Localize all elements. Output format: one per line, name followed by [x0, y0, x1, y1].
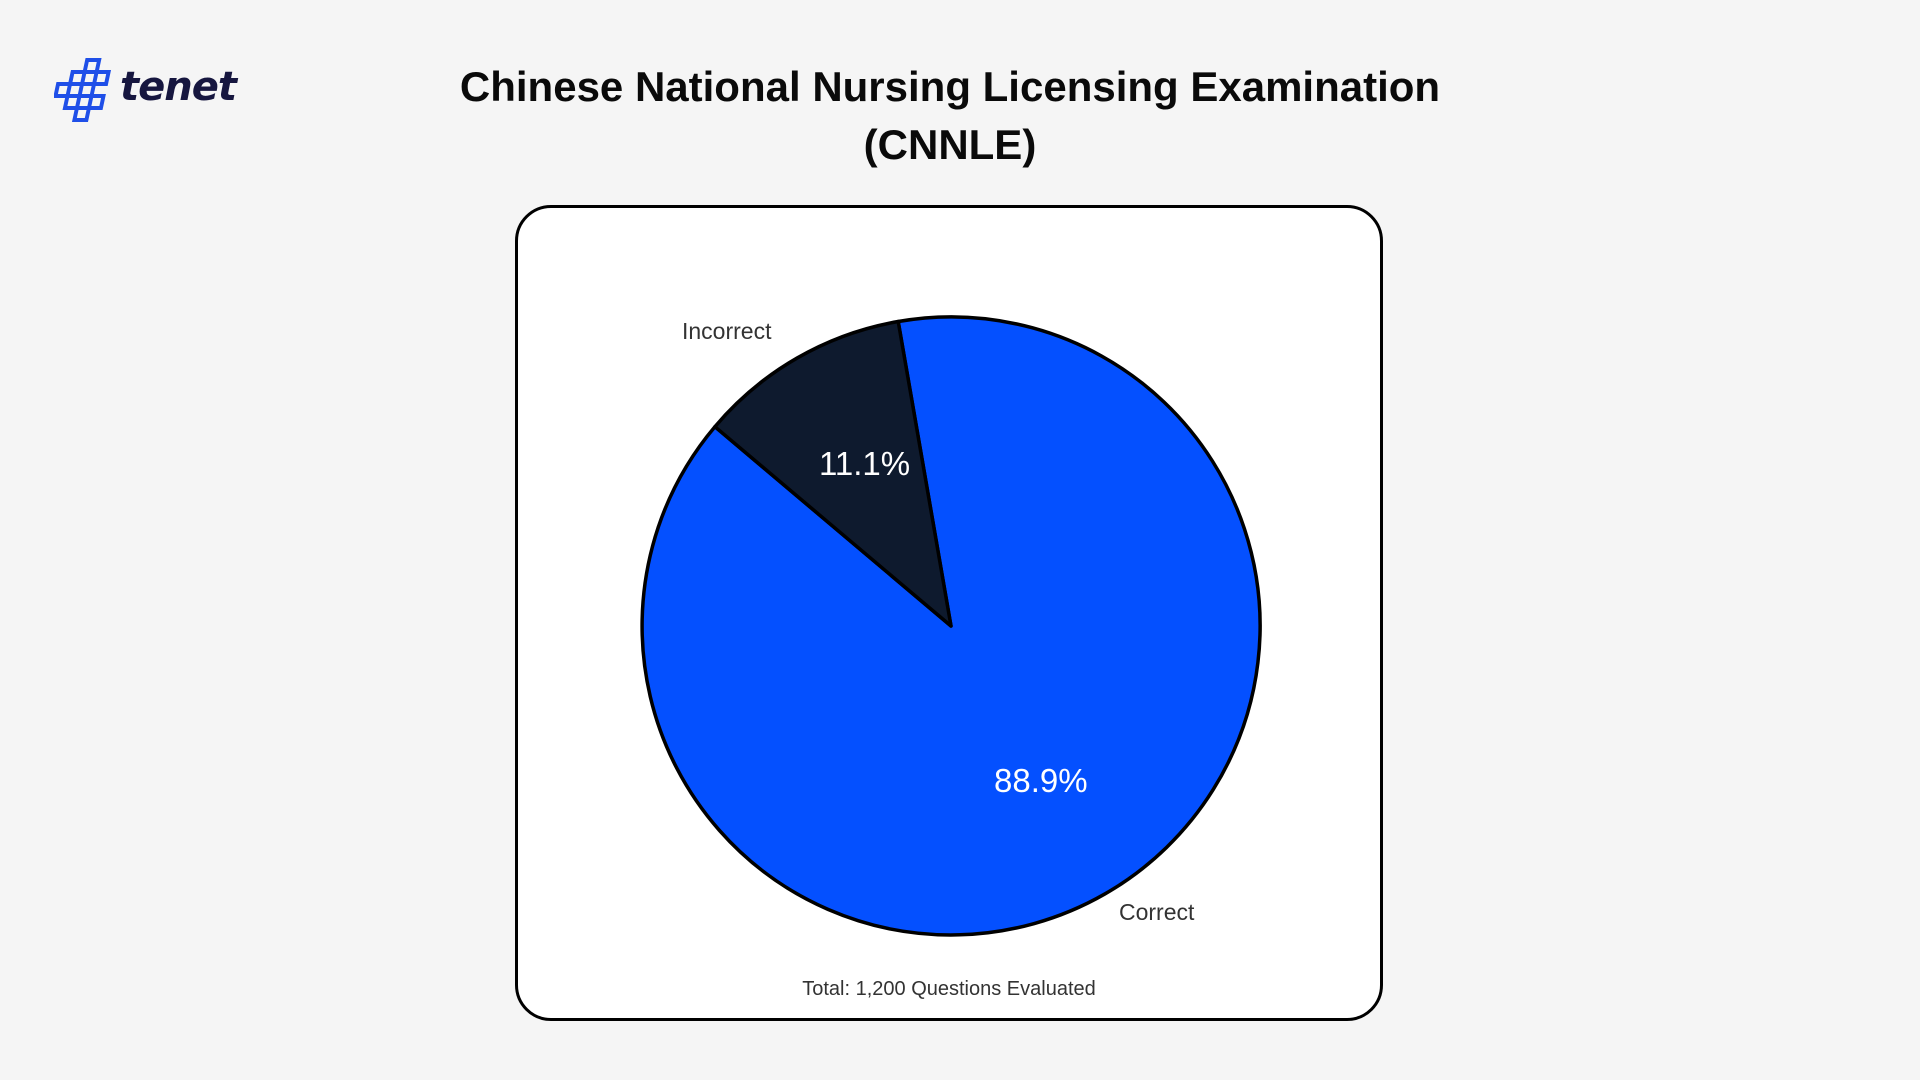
pie-chart [640, 315, 1262, 937]
title-line-2: (CNNLE) [863, 121, 1037, 168]
brand-logo: tenet [54, 56, 237, 124]
brand-name: tenet [120, 64, 237, 110]
chart-footer-total: Total: 1,200 Questions Evaluated [802, 978, 1096, 1000]
pct-correct: 88.9% [994, 762, 1088, 799]
label-correct: Correct [1119, 899, 1195, 925]
pct-incorrect: 11.1% [819, 445, 911, 482]
title-line-1: Chinese National Nursing Licensing Exami… [459, 63, 1441, 110]
label-incorrect: Incorrect [682, 318, 772, 344]
tenet-logo-icon [54, 58, 112, 122]
page-title: Chinese National Nursing Licensing Exami… [0, 58, 1900, 174]
chart-card: Incorrect 11.1% 88.9% Correct Total: 1,2… [515, 205, 1383, 1021]
slice-incorrect [713, 319, 953, 628]
